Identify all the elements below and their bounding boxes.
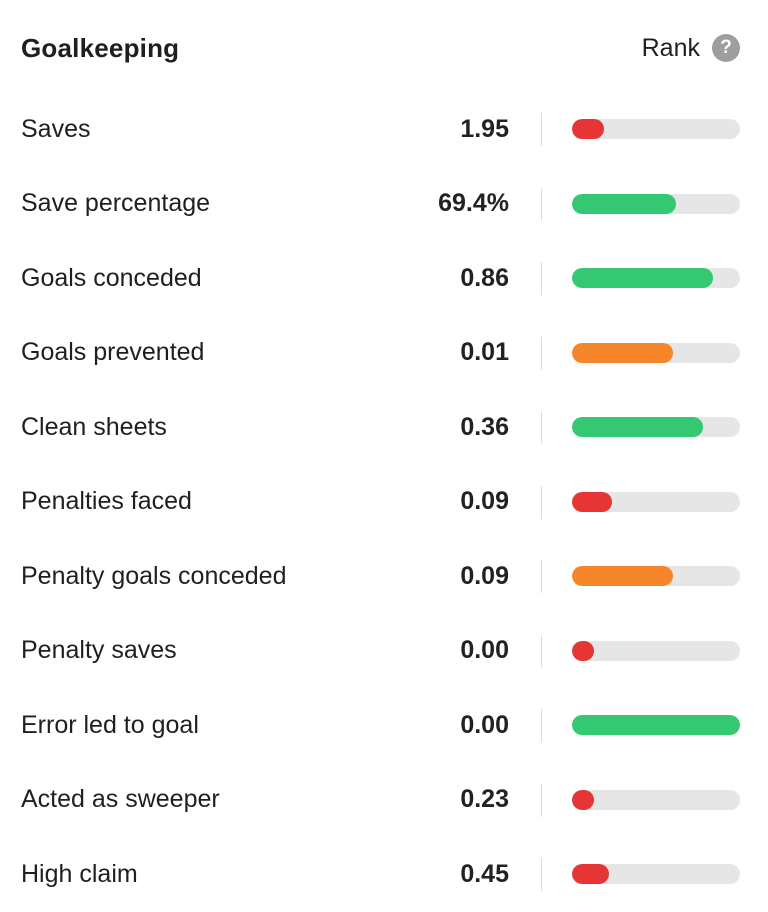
stat-divider [541, 634, 542, 668]
stat-divider [541, 113, 542, 146]
stat-label: Saves [21, 114, 91, 143]
rank-bar-fill [572, 268, 714, 288]
stat-row: Goals conceded 0.86 [0, 241, 768, 316]
rank-bar-fill [572, 640, 594, 661]
stat-label: Penalty goals conceded [21, 561, 287, 590]
stat-row: Goals prevented 0.01 [0, 316, 768, 391]
rank-bar-fill [572, 417, 704, 437]
stat-divider [541, 560, 542, 593]
stat-row: Save percentage 69.4% [0, 167, 768, 242]
stat-label: Goals prevented [21, 338, 205, 367]
stat-value: 0.36 [460, 412, 509, 441]
stat-divider [541, 336, 542, 370]
stat-value: 0.86 [460, 263, 509, 292]
rank-bar-fill [572, 342, 673, 363]
rank-bar [572, 864, 740, 884]
stat-label: Clean sheets [21, 412, 167, 441]
rank-bar [572, 491, 740, 512]
stat-value: 0.00 [460, 636, 509, 665]
rank-bar-fill [572, 715, 740, 735]
stat-divider [541, 709, 542, 742]
stat-row: Saves 1.95 [0, 92, 768, 167]
stat-label: Error led to goal [21, 710, 199, 739]
stat-divider [541, 485, 542, 519]
stat-value: 0.23 [460, 785, 509, 814]
help-icon[interactable]: ? [712, 34, 740, 62]
stat-divider [541, 411, 542, 444]
stat-divider [541, 783, 542, 817]
stat-row: Error led to goal 0.00 [0, 688, 768, 763]
stat-row: Penalty saves 0.00 [0, 614, 768, 689]
stat-row: Penalties faced 0.09 [0, 465, 768, 540]
rank-bar [572, 789, 740, 810]
rank-bar [572, 715, 740, 735]
rank-label: Rank [641, 33, 700, 62]
stat-label: High claim [21, 859, 138, 888]
rank-bar [572, 640, 740, 661]
stat-row: Penalty goals conceded 0.09 [0, 539, 768, 614]
rank-bar-fill [572, 566, 673, 586]
stat-row: Acted as sweeper 0.23 [0, 763, 768, 838]
stat-divider [541, 858, 542, 891]
stat-value: 1.95 [460, 114, 509, 143]
rank-bar-fill [572, 119, 604, 139]
stat-value: 0.45 [460, 859, 509, 888]
rank-bar-fill [572, 491, 613, 512]
rank-bar [572, 342, 740, 363]
stat-value: 0.09 [460, 487, 509, 516]
stat-row: High claim 0.45 [0, 837, 768, 912]
rank-bar [572, 193, 740, 214]
rank-bar [572, 119, 740, 139]
rank-bar-fill [572, 789, 594, 810]
rank-control[interactable]: Rank ? [642, 34, 740, 63]
stat-label: Goals conceded [21, 263, 202, 292]
rank-bar [572, 566, 740, 586]
stat-value: 0.09 [460, 561, 509, 590]
stat-row: Clean sheets 0.36 [0, 390, 768, 465]
stat-divider [541, 262, 542, 295]
stat-value: 69.4% [438, 189, 509, 218]
rank-bar [572, 417, 740, 437]
stat-label: Acted as sweeper [21, 785, 220, 814]
stat-value: 0.00 [460, 710, 509, 739]
rank-bar-fill [572, 864, 609, 884]
section-header: Goalkeeping Rank ? [21, 26, 740, 70]
stats-list: Saves 1.95 Save percentage 69.4% Goals conce… [0, 92, 768, 912]
stat-label: Penalty saves [21, 636, 177, 665]
stat-value: 0.01 [460, 338, 509, 367]
rank-bar [572, 268, 740, 288]
stat-label: Save percentage [21, 189, 211, 218]
section-title: Goalkeeping [21, 32, 180, 63]
stat-divider [541, 187, 542, 221]
rank-bar-fill [572, 193, 677, 214]
stat-label: Penalties faced [21, 487, 192, 516]
